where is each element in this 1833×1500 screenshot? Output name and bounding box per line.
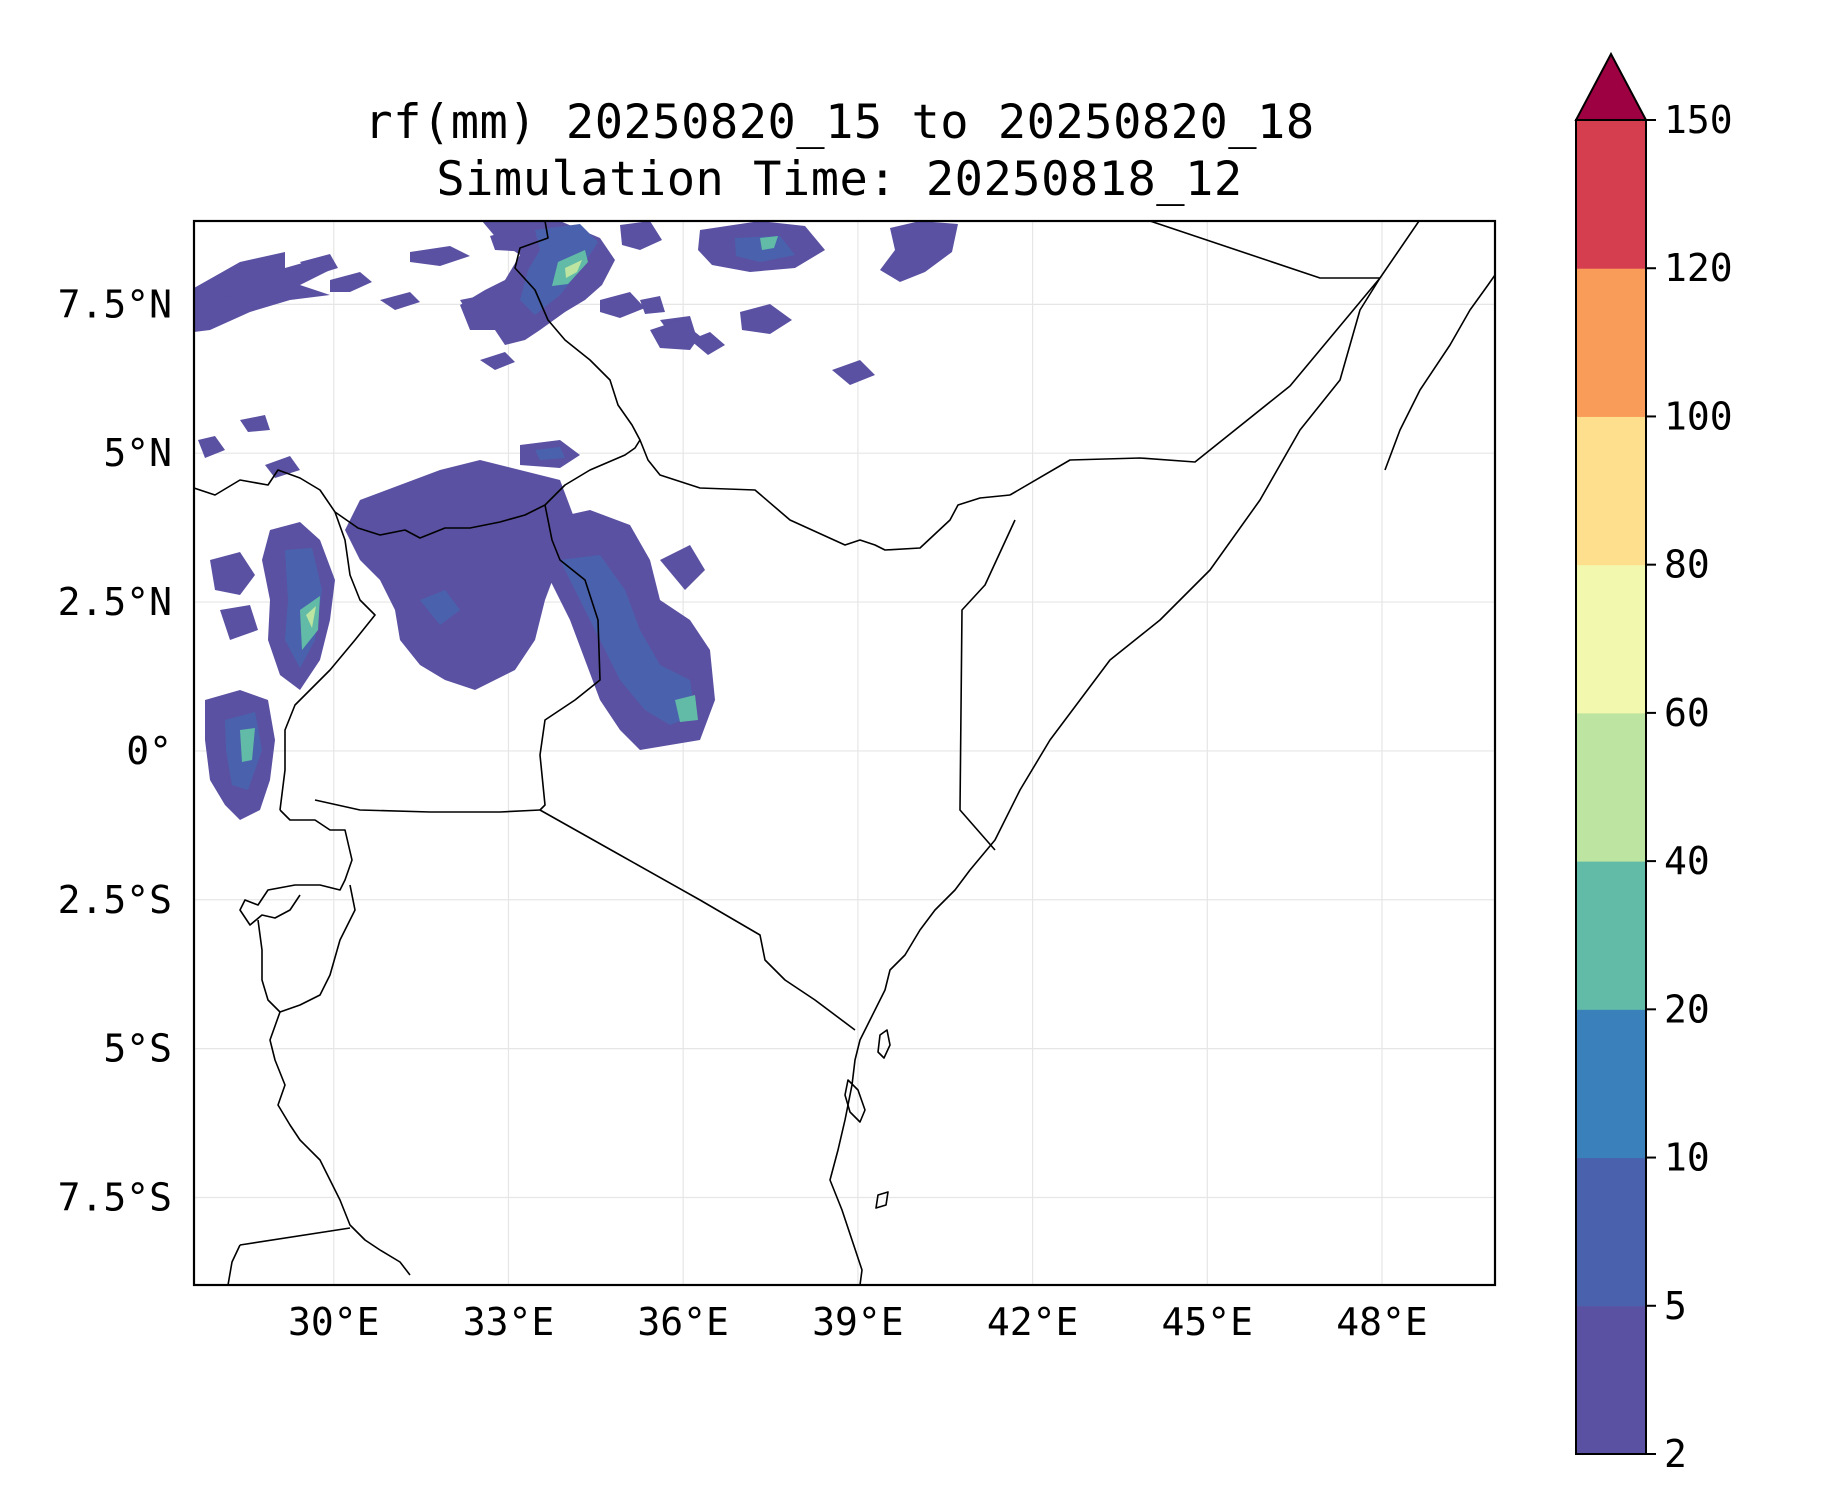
colorbar-label: 10 xyxy=(1664,1136,1710,1180)
colorbar-segment xyxy=(1576,416,1646,566)
rainfall-field-north-sudan xyxy=(194,228,695,370)
colorbar-extend-arrow xyxy=(1574,51,1648,121)
lat-tick-label: 0° xyxy=(126,729,172,773)
lon-tick-label: 45°E xyxy=(1162,1300,1254,1344)
island-zanzibar xyxy=(877,1029,891,1059)
boundary-zambia-south xyxy=(227,1244,241,1285)
lon-tick-label: 33°E xyxy=(463,1300,555,1344)
latitude-axis: 7.5°N 5°N 2.5°N 0° 2.5°S 5°S 7.5°S xyxy=(58,282,172,1219)
lat-tick-label: 7.5°S xyxy=(58,1175,172,1219)
colorbar-label: 60 xyxy=(1664,691,1710,735)
lon-tick-label: 30°E xyxy=(288,1300,380,1344)
colorbar-label: 5 xyxy=(1664,1284,1687,1328)
boundary-kenya-somalia xyxy=(959,519,1016,851)
map-frame xyxy=(192,219,1497,1287)
lon-tick-label: 42°E xyxy=(987,1300,1079,1344)
boundary-ethiopia-west xyxy=(514,221,641,441)
boundary-sudan-south-sudan xyxy=(194,469,336,513)
boundary-lake-tanganyika xyxy=(257,884,356,1013)
colorbar-label: 100 xyxy=(1664,394,1733,438)
rainfall-field-south-ethiopia xyxy=(650,221,958,385)
coastline-east-africa xyxy=(829,221,1420,1285)
gridlines xyxy=(194,221,1495,1285)
boundary-south-sudan-drc-uganda xyxy=(334,504,546,539)
lat-tick-label: 5°N xyxy=(103,431,172,475)
colorbar-segment xyxy=(1576,1157,1646,1307)
boundary-ethiopia-somalia xyxy=(1009,277,1381,496)
colorbar-segment xyxy=(1576,268,1646,417)
rainfall-field-uganda xyxy=(210,460,575,690)
lat-tick-label: 5°S xyxy=(103,1027,172,1071)
colorbar-label: 40 xyxy=(1664,839,1710,883)
boundary-kenya-tanzania xyxy=(539,809,856,1031)
boundary-lake-victoria-north xyxy=(314,799,541,813)
boundary-tanzania-zambia xyxy=(239,1227,351,1246)
boundary-tanzania-drc xyxy=(269,1011,411,1276)
rainfall-fields xyxy=(194,221,958,820)
rainfall-field-ethiopia-border xyxy=(460,221,662,345)
figure-subtitle: Simulation Time: 20250818_12 xyxy=(436,152,1243,207)
colorbar-label: 120 xyxy=(1664,246,1733,290)
lat-tick-label: 7.5°N xyxy=(58,282,172,326)
colorbar: 2 5 10 20 40 60 80 100 120 150 xyxy=(1574,51,1733,1476)
boundary-uganda-kenya xyxy=(539,504,601,811)
rainfall-field-kenya-highlands xyxy=(540,510,715,750)
colorbar-segment xyxy=(1576,120,1646,269)
colorbar-segment xyxy=(1576,1305,1646,1455)
colorbar-label: 20 xyxy=(1664,987,1710,1031)
lon-tick-label: 36°E xyxy=(637,1300,729,1344)
boundary-ethiopia-kenya-somalia xyxy=(544,439,1011,551)
lon-tick-label: 48°E xyxy=(1336,1300,1428,1344)
colorbar-label: 80 xyxy=(1664,543,1710,587)
boundary-rwanda-burundi xyxy=(239,809,353,926)
colorbar-frame xyxy=(1575,119,1647,1455)
colorbar-segment xyxy=(1576,1009,1646,1159)
lat-tick-label: 2.5°S xyxy=(58,878,172,922)
lon-tick-label: 39°E xyxy=(812,1300,904,1344)
island-pemba xyxy=(844,1079,866,1123)
coastline-somalia-tip xyxy=(1384,274,1495,471)
colorbar-label: 150 xyxy=(1664,98,1733,142)
boundary-uganda-drc xyxy=(279,511,376,811)
colorbar-segment xyxy=(1576,861,1646,1010)
lat-tick-label: 2.5°N xyxy=(58,580,172,624)
colorbar-label: 2 xyxy=(1664,1432,1687,1476)
rainfall-field-lake-victoria xyxy=(205,690,275,820)
colorbar-segment xyxy=(1576,564,1646,714)
rainfall-field-south-sudan-east xyxy=(198,415,580,478)
island-mafia xyxy=(875,1191,889,1209)
figure-title: rf(mm) 20250820_15 to 20250820_18 xyxy=(364,95,1315,150)
colorbar-segment xyxy=(1576,712,1646,862)
country-boundaries xyxy=(194,221,1495,1285)
longitude-axis: 30°E 33°E 36°E 39°E 42°E 45°E 48°E xyxy=(288,1300,1428,1344)
boundary-ethiopia-north xyxy=(1149,221,1380,279)
